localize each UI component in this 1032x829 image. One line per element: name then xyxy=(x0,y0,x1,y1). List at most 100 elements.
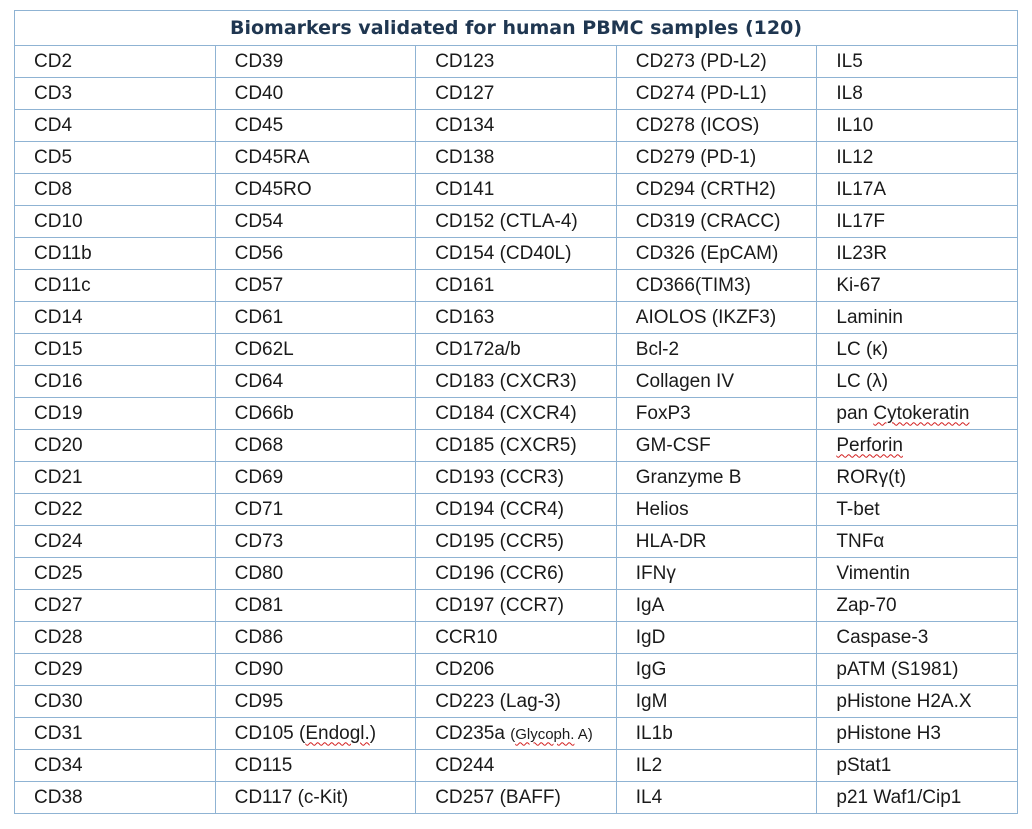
biomarker-cell: CD34 xyxy=(14,749,216,782)
biomarker-cell: CD257 (BAFF) xyxy=(415,781,617,814)
biomarker-cell: IL17F xyxy=(816,205,1018,238)
biomarker-cell: Perforin xyxy=(816,429,1018,462)
biomarker-cell: AIOLOS (IKZF3) xyxy=(615,301,818,334)
table-row: CD8 CD45RO CD141 CD294 (CRTH2) IL17A xyxy=(14,173,1018,206)
biomarker-cell: CD2 xyxy=(14,45,216,78)
biomarker-cell: CD86 xyxy=(214,621,417,654)
biomarker-cell: CD141 xyxy=(415,173,617,206)
table-row: CD2 CD39 CD123 CD273 (PD-L2) IL5 xyxy=(14,45,1018,78)
biomarker-cell: pATM (S1981) xyxy=(816,653,1018,686)
biomarker-cell: FoxP3 xyxy=(615,397,818,430)
biomarker-cell: CD95 xyxy=(214,685,417,718)
biomarker-cell: CD28 xyxy=(14,621,216,654)
biomarker-cell: CD134 xyxy=(415,109,617,142)
biomarker-cell: IL4 xyxy=(615,781,818,814)
biomarker-cell: CD185 (CXCR5) xyxy=(415,429,617,462)
biomarker-cell: CD194 (CCR4) xyxy=(415,493,617,526)
biomarker-cell: CD326 (EpCAM) xyxy=(615,237,818,270)
table-row: CD27 CD81 CD197 (CCR7) IgA Zap-70 xyxy=(14,589,1018,622)
table-row: CD11c CD57 CD161 CD366(TIM3) Ki-67 xyxy=(14,269,1018,302)
biomarker-cell: CD117 (c-Kit) xyxy=(214,781,417,814)
table-row: CD21 CD69 CD193 (CCR3) Granzyme B RORγ(t) xyxy=(14,461,1018,494)
table-row: CD4 CD45 CD134 CD278 (ICOS) IL10 xyxy=(14,109,1018,142)
biomarker-cell: LC (κ) xyxy=(816,333,1018,366)
biomarker-cell: pHistone H3 xyxy=(816,717,1018,750)
biomarker-cell: IL10 xyxy=(816,109,1018,142)
table-row: CD5 CD45RA CD138 CD279 (PD-1) IL12 xyxy=(14,141,1018,174)
biomarker-cell: CD274 (PD-L1) xyxy=(615,77,818,110)
biomarker-cell: GM-CSF xyxy=(615,429,818,462)
biomarker-cell: Vimentin xyxy=(816,557,1018,590)
biomarker-cell: IL1b xyxy=(615,717,818,750)
table-row: CD31 CD105 (Endogl.) CD235a (Glycoph. A) IL… xyxy=(14,717,1018,750)
biomarker-cell: CD29 xyxy=(14,653,216,686)
spellcheck-mark: Cytokeratin xyxy=(873,402,970,424)
biomarker-cell: CD8 xyxy=(14,173,216,206)
biomarker-cell: Zap-70 xyxy=(816,589,1018,622)
table-row: CD15 CD62L CD172a/b Bcl-2 LC (κ) xyxy=(14,333,1018,366)
biomarker-cell: CD30 xyxy=(14,685,216,718)
biomarker-cell: CD81 xyxy=(214,589,417,622)
biomarker-cell: CD45RO xyxy=(214,173,417,206)
biomarker-cell: IgM xyxy=(615,685,818,718)
table-row: CD24 CD73 CD195 (CCR5) HLA-DR TNFα xyxy=(14,525,1018,558)
biomarker-cell: CD10 xyxy=(14,205,216,238)
biomarker-cell: CCR10 xyxy=(415,621,617,654)
biomarker-cell: CD127 xyxy=(415,77,617,110)
biomarker-cell: CD62L xyxy=(214,333,417,366)
table-row: CD3 CD40 CD127 CD274 (PD-L1) IL8 xyxy=(14,77,1018,110)
biomarker-cell: CD294 (CRTH2) xyxy=(615,173,818,206)
biomarker-cell: IL23R xyxy=(816,237,1018,270)
table-row: CD20 CD68 CD185 (CXCR5) GM-CSF Perforin xyxy=(14,429,1018,462)
biomarker-cell: CD11b xyxy=(14,237,216,270)
biomarker-cell: IFNγ xyxy=(615,557,818,590)
biomarker-cell: CD45RA xyxy=(214,141,417,174)
biomarker-cell: Helios xyxy=(615,493,818,526)
biomarker-cell: CD115 xyxy=(214,749,417,782)
biomarker-table: Biomarkers validated for human PBMC samp… xyxy=(14,10,1018,814)
biomarker-cell: CD138 xyxy=(415,141,617,174)
biomarker-cell: CD152 (CTLA-4) xyxy=(415,205,617,238)
biomarker-cell: CD11c xyxy=(14,269,216,302)
biomarker-cell: IL5 xyxy=(816,45,1018,78)
biomarker-cell: CD244 xyxy=(415,749,617,782)
biomarker-cell: Laminin xyxy=(816,301,1018,334)
biomarker-cell: CD24 xyxy=(14,525,216,558)
biomarker-cell: CD71 xyxy=(214,493,417,526)
table-row: CD30 CD95 CD223 (Lag-3) IgM pHistone H2A.X xyxy=(14,685,1018,718)
biomarker-cell: CD40 xyxy=(214,77,417,110)
biomarker-cell: CD54 xyxy=(214,205,417,238)
table-row: CD14 CD61 CD163 AIOLOS (IKZF3) Laminin xyxy=(14,301,1018,334)
biomarker-cell: TNFα xyxy=(816,525,1018,558)
biomarker-cell: IL8 xyxy=(816,77,1018,110)
biomarker-cell: CD183 (CXCR3) xyxy=(415,365,617,398)
biomarker-cell: CD196 (CCR6) xyxy=(415,557,617,590)
biomarker-cell: CD22 xyxy=(14,493,216,526)
biomarker-cell: CD206 xyxy=(415,653,617,686)
biomarker-cell: pan Cytokeratin xyxy=(816,397,1018,430)
biomarker-cell: CD38 xyxy=(14,781,216,814)
biomarker-cell: HLA-DR xyxy=(615,525,818,558)
table-row: CD28 CD86 CCR10 IgD Caspase-3 xyxy=(14,621,1018,654)
biomarker-cell: CD172a/b xyxy=(415,333,617,366)
biomarker-cell: CD197 (CCR7) xyxy=(415,589,617,622)
biomarker-cell: CD80 xyxy=(214,557,417,590)
table-row: CD16 CD64 CD183 (CXCR3) Collagen IV LC (λ) xyxy=(14,365,1018,398)
biomarker-cell: CD163 xyxy=(415,301,617,334)
table-row: CD11b CD56 CD154 (CD40L) CD326 (EpCAM) IL23R xyxy=(14,237,1018,270)
biomarker-cell: IgD xyxy=(615,621,818,654)
table-row: CD38 CD117 (c-Kit) CD257 (BAFF) IL4 p21 Waf1… xyxy=(14,781,1018,814)
biomarker-cell: CD69 xyxy=(214,461,417,494)
biomarker-cell: LC (λ) xyxy=(816,365,1018,398)
biomarker-cell: CD66b xyxy=(214,397,417,430)
table-body: CD2 CD39 CD123 CD273 (PD-L2) IL5 CD3 CD40 CD127… xyxy=(14,45,1018,814)
biomarker-cell: CD68 xyxy=(214,429,417,462)
biomarker-cell: CD193 (CCR3) xyxy=(415,461,617,494)
biomarker-cell: CD366(TIM3) xyxy=(615,269,818,302)
table-title: Biomarkers validated for human PBMC samp… xyxy=(14,10,1018,46)
biomarker-cell: CD27 xyxy=(14,589,216,622)
biomarker-cell: CD16 xyxy=(14,365,216,398)
biomarker-cell: CD195 (CCR5) xyxy=(415,525,617,558)
biomarker-cell: Ki-67 xyxy=(816,269,1018,302)
spellcheck-mark: Endogl. xyxy=(305,722,370,744)
